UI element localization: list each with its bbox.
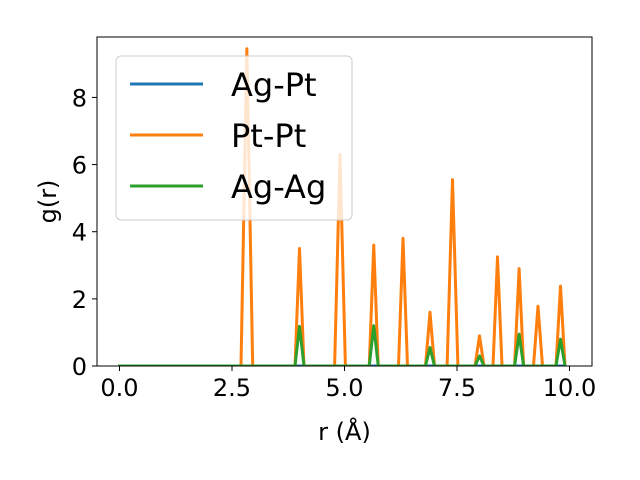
legend-entry-label: Ag-Pt bbox=[231, 66, 317, 104]
x-tick-label: 10.0 bbox=[543, 374, 596, 402]
y-tick-label: 4 bbox=[72, 219, 87, 247]
legend: Ag-Pt Pt-Pt Ag-Ag bbox=[115, 55, 353, 221]
x-tick-label: 5.0 bbox=[325, 374, 363, 402]
legend-box bbox=[115, 55, 353, 221]
x-axis-ticks: 0.0 2.5 5.0 7.5 10.0 bbox=[100, 366, 596, 402]
y-tick-label: 0 bbox=[72, 353, 87, 381]
x-axis-label: r (Å) bbox=[318, 417, 371, 446]
y-tick-label: 2 bbox=[72, 286, 87, 314]
y-tick-label: 8 bbox=[72, 84, 87, 112]
x-tick-label: 7.5 bbox=[438, 374, 476, 402]
legend-entry-label: Ag-Ag bbox=[231, 168, 326, 206]
y-axis-ticks: 0 2 4 6 8 bbox=[72, 84, 97, 381]
y-tick-label: 6 bbox=[72, 152, 87, 180]
x-tick-label: 2.5 bbox=[213, 374, 251, 402]
y-axis-label: g(r) bbox=[34, 180, 62, 224]
x-tick-label: 0.0 bbox=[100, 374, 138, 402]
legend-entry-label: Pt-Pt bbox=[231, 117, 306, 155]
